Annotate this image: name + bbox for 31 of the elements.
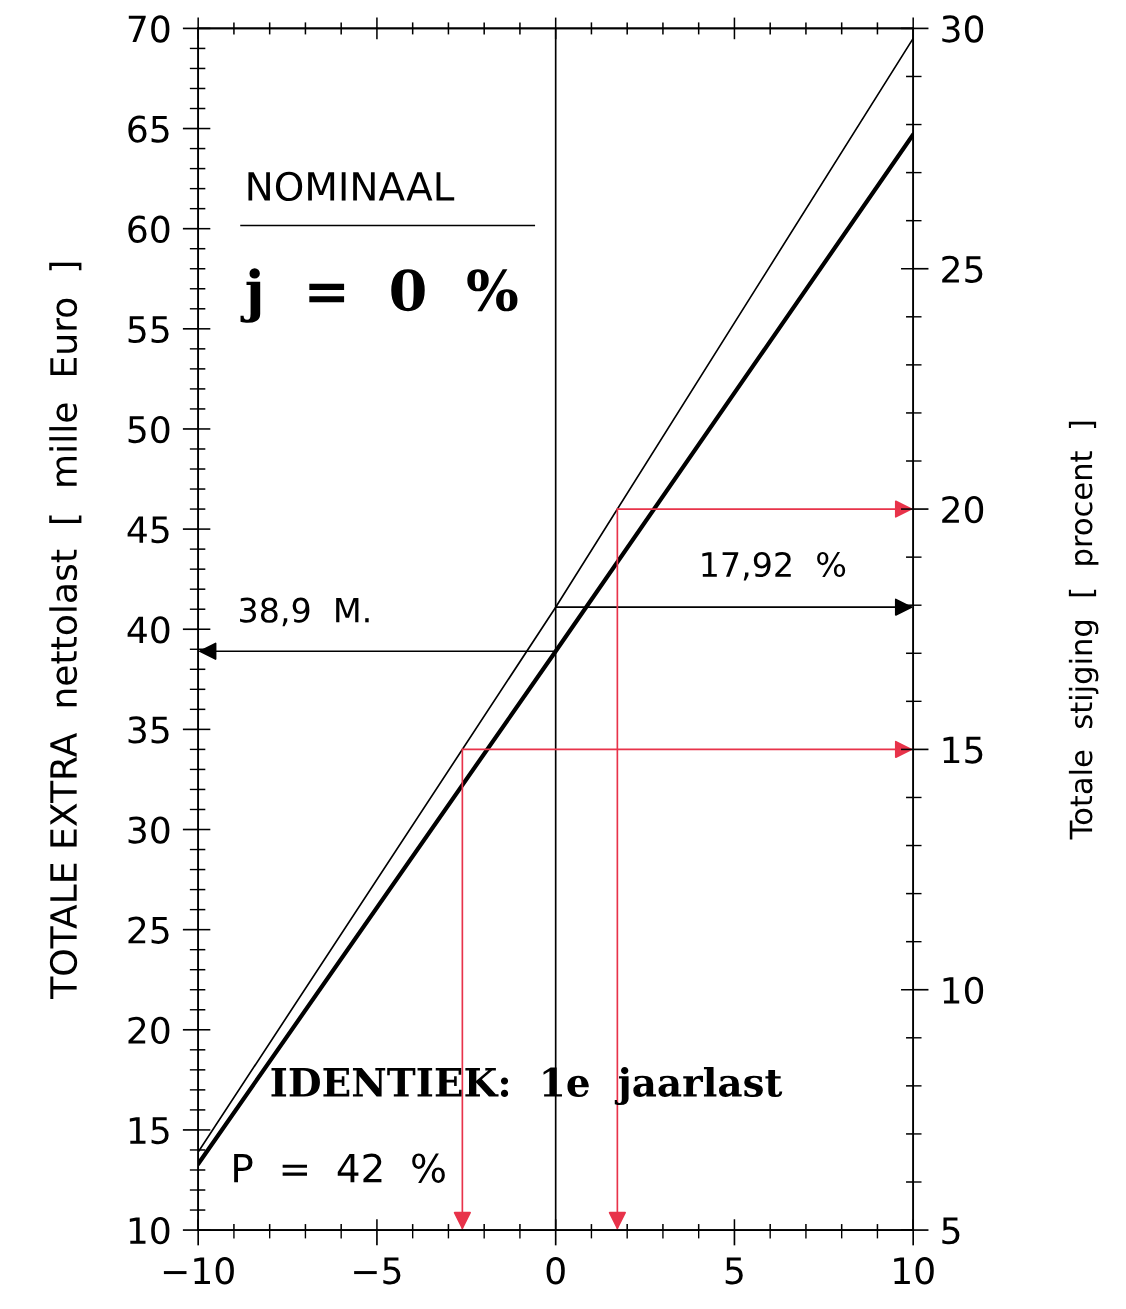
y-axis-title: TOTALE EXTRA nettolast [ mille Euro ]: [49, 262, 82, 999]
y-tick-label: 50: [128, 415, 170, 444]
annotation: P = 42 %: [234, 1153, 445, 1183]
y-tick-label: 10: [129, 1216, 170, 1245]
y-tick-label: 40: [127, 616, 170, 644]
y-tick-label: 60: [128, 215, 170, 243]
y-tick-label: 70: [128, 15, 170, 43]
y-tick-label: 45: [127, 516, 169, 544]
y-tick-label: 65: [128, 115, 169, 143]
y-tick-label: 15: [129, 1117, 169, 1145]
y2-tick-label: 25: [942, 255, 983, 283]
annotation: 17,92 %: [702, 551, 846, 581]
y-tick-label: 25: [128, 916, 169, 944]
y2-axis-title: Totale stijging [ procent ]: [1068, 421, 1099, 840]
y2-tick-label: 5: [942, 1217, 960, 1245]
x-tick-label: 5: [725, 1257, 743, 1285]
annotation: j = 0 %: [240, 268, 518, 323]
x-tick-label: 10: [894, 1257, 934, 1285]
y2-tick-label: 15: [943, 736, 983, 764]
annotation: 38,9 M.: [240, 597, 369, 627]
x-tick-label: −10: [163, 1257, 234, 1285]
y-tick-label: 55: [128, 316, 169, 344]
y2-tick-label: 10: [943, 976, 984, 1004]
annotation: NOMINAAL: [248, 171, 455, 202]
x-tick-label: −5: [354, 1257, 401, 1285]
y-tick-label: 20: [128, 1016, 170, 1045]
y2-tick-label: 20: [942, 495, 984, 524]
y2-tick-label: 30: [942, 15, 984, 43]
y-tick-label: 30: [128, 816, 170, 844]
y-tick-label: 35: [128, 716, 169, 744]
x-tick-label: 0: [546, 1257, 565, 1285]
